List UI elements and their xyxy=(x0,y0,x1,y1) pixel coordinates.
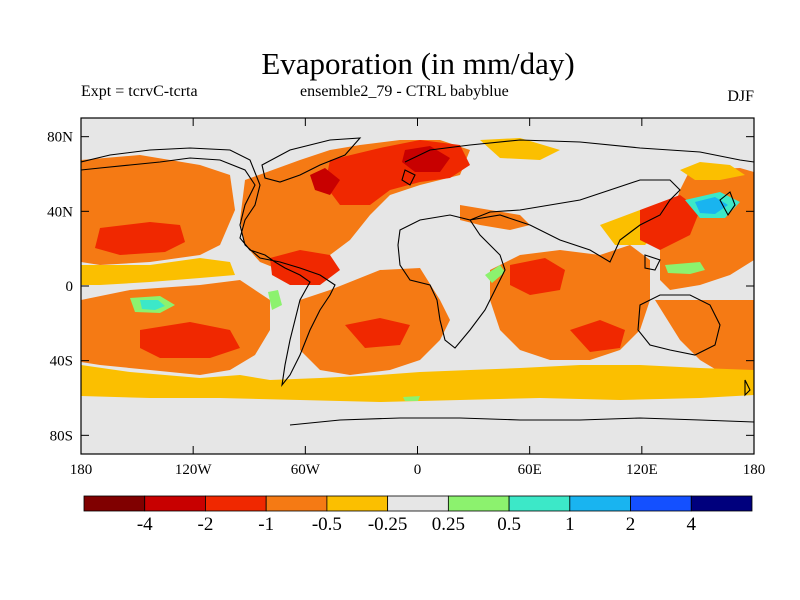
lon-tick-label: 60W xyxy=(291,462,321,478)
map-title: Evaporation (in mm/day) xyxy=(261,46,575,81)
colorbar-label: 2 xyxy=(626,514,636,535)
colorbar-box xyxy=(447,495,510,512)
lon-tick-label: 180 xyxy=(743,462,766,478)
colorbar-label: 1 xyxy=(565,514,575,535)
colorbar-label: -4 xyxy=(137,514,153,535)
colorbar-box xyxy=(387,495,449,512)
lat-tick-label: 80N xyxy=(47,130,73,146)
positive-regions xyxy=(130,192,740,401)
experiment-label: Expt = tcrvC-tcrta xyxy=(81,83,198,100)
colorbar-box xyxy=(508,495,571,512)
colorbar-box xyxy=(83,495,146,512)
lat-tick-label: 40S xyxy=(50,354,73,370)
lon-tick-label: 120E xyxy=(626,462,658,478)
season-label: DJF xyxy=(727,88,754,105)
colorbar-box xyxy=(205,495,267,512)
colorbar-label: 0.25 xyxy=(432,514,465,535)
colorbar-box xyxy=(265,495,328,512)
colorbar-label: -2 xyxy=(198,514,214,535)
colorbar-box xyxy=(690,495,753,512)
colorbar: -4 -2 -1 -0.5 -0.25 0.25 0.5 1 2 4 xyxy=(83,495,753,535)
longitude-axis: 180 120W 60W 0 60E 120E 180 xyxy=(70,118,766,478)
dark-red-regions xyxy=(310,146,450,195)
coastlines xyxy=(81,137,754,426)
lat-tick-label: 0 xyxy=(66,279,74,295)
lat-tick-label: 40N xyxy=(47,204,73,220)
colorbar-box xyxy=(144,495,206,512)
colorbar-label: 4 xyxy=(687,514,697,535)
colorbar-box xyxy=(630,495,692,512)
latitude-axis: 80N 40N 0 40S 80S xyxy=(47,130,754,444)
colorbar-label: 0.5 xyxy=(497,514,521,535)
lat-tick-label: 80S xyxy=(50,428,73,444)
colorbar-label: -1 xyxy=(258,514,274,535)
lon-tick-label: 180 xyxy=(70,462,93,478)
colorbar-box xyxy=(326,495,389,512)
map-field xyxy=(81,118,754,454)
ensemble-label: ensemble2_79 - CTRL babyblue xyxy=(300,83,509,100)
lon-tick-label: 60E xyxy=(518,462,542,478)
lon-tick-label: 120W xyxy=(175,462,213,478)
colorbar-box xyxy=(569,495,631,512)
lon-tick-label: 0 xyxy=(414,462,422,478)
colorbar-label: -0.5 xyxy=(312,514,342,535)
colorbar-label: -0.25 xyxy=(368,514,408,535)
